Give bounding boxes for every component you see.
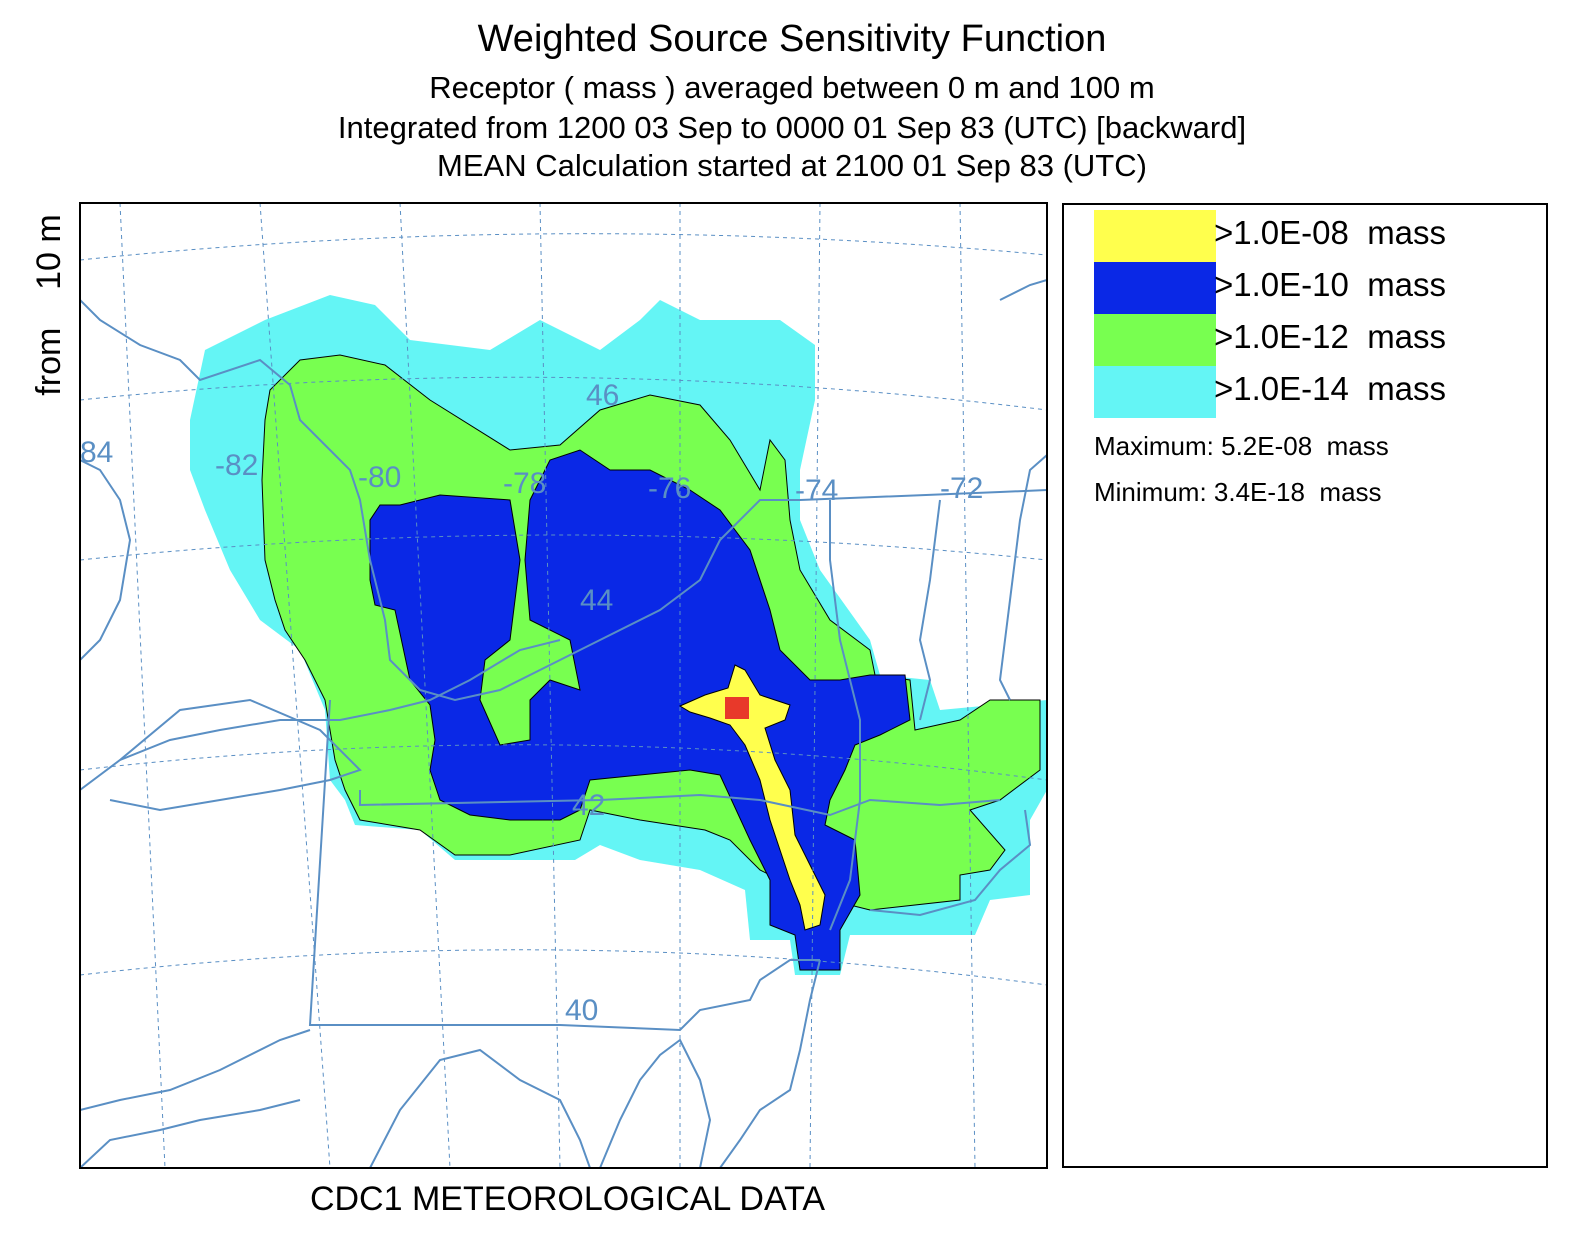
longitude-label: -82 (215, 449, 258, 482)
legend-item: >1.0E-08 mass (1094, 210, 1534, 262)
legend-label: >1.0E-12 mass (1214, 318, 1447, 355)
legend-item: >1.0E-12 mass (1094, 314, 1534, 366)
map-frame (79, 202, 1048, 1169)
data-source-label: CDC1 METEOROLOGICAL DATA (309, 1180, 826, 1218)
longitude-label: -74 (795, 474, 838, 507)
source-location-marker (725, 697, 749, 719)
legend-swatch (1094, 210, 1216, 262)
chart-title: Weighted Source Sensitivity Function (477, 18, 1107, 60)
legend-swatch (1094, 262, 1216, 314)
subtitle-integration: Integrated from 1200 03 Sep to 0000 01 S… (337, 110, 1247, 145)
longitude-label: -80 (358, 461, 401, 494)
legend-swatch (1094, 366, 1216, 418)
longitude-label: -78 (503, 467, 546, 500)
latitude-label: 40 (565, 994, 598, 1027)
geographic-boundaries (80, 279, 1047, 1168)
minimum-value: Minimum: 3.4E-18 mass (1094, 477, 1382, 507)
legend-panel: >1.0E-08 mass >1.0E-10 mass >1.0E-12 mas… (1062, 203, 1548, 1168)
longitude-label: -76 (648, 472, 691, 505)
legend-item: >1.0E-10 mass (1094, 262, 1534, 314)
latitude-label: 42 (572, 789, 605, 822)
longitude-label: -84 (70, 436, 113, 469)
legend-label: >1.0E-14 mass (1214, 370, 1447, 407)
latitude-label: 46 (586, 379, 619, 412)
latitude-label: 44 (580, 584, 613, 617)
contour-1e-08 (678, 664, 826, 931)
legend-swatch (1094, 314, 1216, 366)
legend-item: >1.0E-14 mass (1094, 366, 1534, 418)
legend-label: >1.0E-08 mass (1214, 214, 1447, 251)
longitude-label: -72 (940, 472, 983, 505)
legend-label: >1.0E-10 mass (1214, 266, 1447, 303)
subtitle-calculation: MEAN Calculation started at 2100 01 Sep … (437, 148, 1147, 183)
contour-1e-10 (369, 449, 911, 971)
maximum-value: Maximum: 5.2E-08 mass (1094, 431, 1389, 461)
subtitle-receptor: Receptor ( mass ) averaged between 0 m a… (429, 70, 1155, 105)
graticule (80, 203, 1047, 1168)
